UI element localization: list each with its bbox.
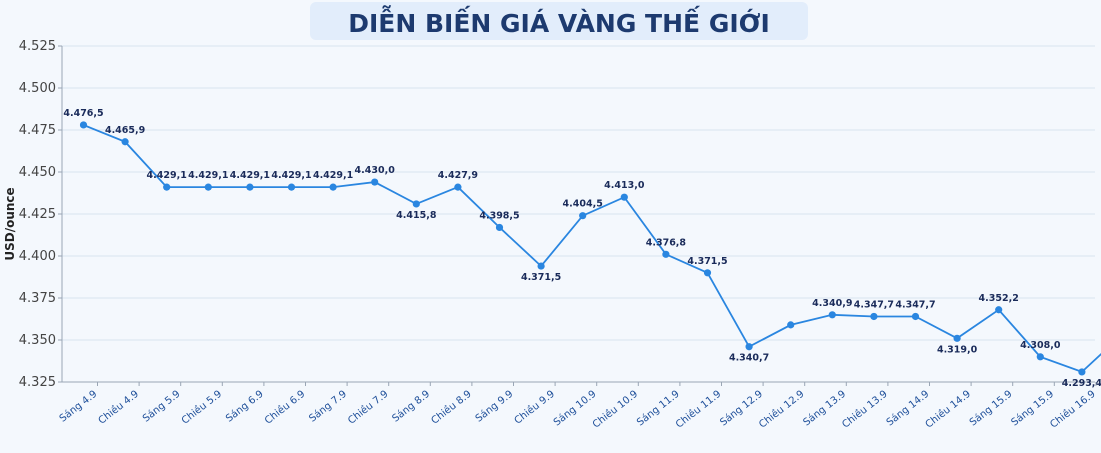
data-point — [246, 183, 254, 191]
data-point — [204, 183, 212, 191]
data-point — [412, 200, 420, 208]
data-label: 4.430,0 — [355, 165, 396, 176]
data-point — [995, 306, 1003, 314]
data-label: 4.465,9 — [105, 125, 145, 136]
x-tick-label: Chiều 10.9 — [590, 388, 640, 431]
x-tick-label: Chiều 14.9 — [923, 388, 973, 431]
x-tick-label: Chiều 12.9 — [757, 388, 807, 431]
data-label: 4.319,0 — [937, 344, 978, 355]
x-tick-label: Sáng 9.9 — [473, 388, 515, 425]
data-point — [662, 250, 670, 258]
data-point — [495, 223, 504, 232]
title-banner — [310, 2, 808, 40]
data-point — [329, 183, 337, 191]
x-tick-label: Chiều 7.9 — [346, 388, 391, 427]
data-point — [787, 321, 795, 329]
data-point — [537, 262, 545, 270]
x-tick-label: Chiều 16.9 — [1048, 388, 1098, 431]
y-tick-label: 4.525 — [19, 39, 56, 54]
x-tick-label: Chiều 9.9 — [512, 388, 557, 427]
data-point — [163, 183, 171, 191]
y-axis-label: USD/ounce — [3, 187, 17, 260]
data-label: 4.476,5 — [63, 108, 103, 119]
data-point — [1036, 353, 1044, 361]
x-tick-label: Sáng 15.9 — [967, 388, 1014, 429]
data-point — [870, 312, 878, 321]
data-label: 4.429,1 — [271, 170, 311, 181]
y-tick-label: 4.325 — [19, 375, 56, 390]
x-tick-label: Sáng 6.9 — [223, 388, 265, 425]
data-label: 4.398,5 — [479, 210, 519, 221]
data-label: 4.427,9 — [438, 170, 478, 181]
x-tick-label: Chiều 8.9 — [429, 388, 474, 427]
data-label: 4.352,2 — [979, 293, 1019, 304]
data-point — [371, 178, 379, 186]
data-label: 4.429,1 — [230, 170, 270, 181]
y-axis-ticks: 4.325 4.350 4.375 4.400 4.425 4.450 4.475 4.500… — [19, 39, 62, 390]
x-tick-label: Chiều 5.9 — [179, 388, 224, 427]
x-tick-label: Chiều 6.9 — [262, 388, 307, 427]
data-point — [620, 193, 628, 201]
data-point — [287, 183, 296, 191]
x-tick-label: Sáng 5.9 — [140, 388, 182, 425]
data-label: 4.347,7 — [854, 299, 894, 310]
data-label: 4.371,5 — [687, 256, 727, 267]
series-line — [83, 124, 1101, 373]
chart-title: DIỄN BIẾN GIÁ VÀNG THẾ GIỚI — [348, 5, 770, 38]
data-label: 4.308,0 — [1020, 340, 1061, 351]
data-label: 4.429,1 — [188, 170, 228, 181]
data-point — [703, 269, 712, 277]
y-tick-label: 4.500 — [19, 81, 56, 96]
data-label: 4.429,1 — [147, 170, 187, 181]
x-tick-label: Sáng 7.9 — [307, 388, 349, 425]
data-label: 4.340,9 — [812, 298, 852, 309]
data-point — [454, 183, 462, 191]
data-point — [911, 312, 920, 321]
data-label: 4.429,1 — [313, 170, 353, 181]
y-tick-label: 4.450 — [19, 165, 56, 180]
data-label: 4.293,4 — [1062, 378, 1101, 389]
data-label: 4.376,8 — [646, 237, 687, 248]
y-tick-label: 4.400 — [19, 249, 56, 264]
data-point — [953, 334, 961, 342]
data-label: 4.413,0 — [604, 180, 645, 191]
data-point — [79, 121, 88, 129]
x-tick-label: Sáng 4.9 — [57, 388, 99, 425]
y-tick-label: 4.425 — [19, 207, 56, 222]
x-tick-label: Chiều 13.9 — [840, 388, 890, 431]
x-tick-label: Sáng 8.9 — [390, 388, 432, 425]
data-label: 4.415,8 — [396, 210, 437, 221]
data-label: 4.371,5 — [521, 272, 561, 283]
data-label: 4.404,5 — [563, 199, 603, 210]
y-tick-label: 4.350 — [19, 333, 56, 348]
data-point — [121, 138, 129, 146]
data-points — [79, 121, 1086, 376]
x-tick-label: Chiều 11.9 — [673, 388, 723, 431]
y-tick-label: 4.475 — [19, 123, 56, 138]
data-point — [745, 343, 753, 351]
data-label: 4.347,7 — [895, 299, 935, 310]
data-labels: 4.476,54.465,94.429,1 4.429,1 4.429,1 4.429… — [63, 108, 1101, 389]
data-label: 4.340,7 — [729, 353, 769, 364]
x-tick-label: Chiều 4.9 — [96, 388, 141, 427]
data-point — [579, 212, 587, 220]
data-point — [828, 311, 836, 319]
data-point — [1078, 368, 1086, 376]
y-tick-label: 4.375 — [19, 291, 56, 306]
gridlines — [62, 45, 1095, 383]
